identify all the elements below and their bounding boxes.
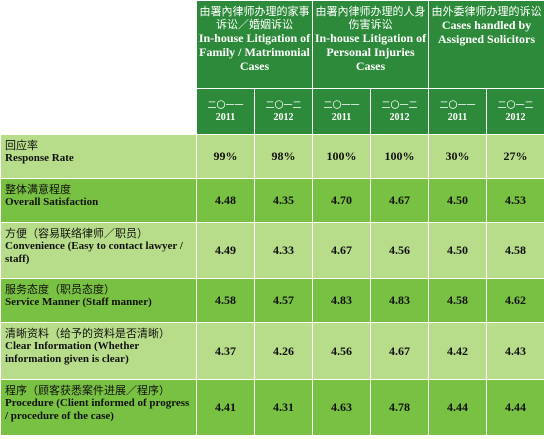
value-cell: 4.37 [196,322,255,380]
year-header: 二〇一一 2011 [196,88,255,135]
row-label: 回应率 Response Rate [0,134,197,179]
corner-cell [0,0,197,135]
row-label-zh: 清晰资料（给予的资料是否清晰） [5,327,170,340]
header-zh: 由外委律师办理的诉讼 [431,5,542,18]
table-row: 清晰资料（给予的资料是否清晰） Clear Information (Whethe… [0,322,544,380]
value-cell: 98% [254,134,313,179]
value-cell: 4.58 [428,278,488,323]
year-zh: 二〇一二 [265,100,302,111]
value-cell: 4.42 [428,322,488,380]
value-cell: 4.58 [196,278,255,323]
row-label: 清晰资料（给予的资料是否清晰） Clear Information (Whethe… [0,322,197,380]
header-assigned-solicitors: 由外委律师办理的诉讼 Cases handled by Assigned Sol… [428,0,544,89]
value-cell: 4.70 [312,178,371,223]
year-num: 2011 [447,111,468,123]
value-cell: 100% [312,134,371,179]
table-row: 整体满意程度 Overall Satisfaction 4.48 4.35 4.7… [0,178,544,223]
year-header: 二〇一一 2011 [428,88,488,135]
value-cell: 30% [428,134,488,179]
header-en: In-house Litigation of Personal Injuries… [314,31,427,73]
row-label-en: Service Manner (Staff manner) [5,296,152,308]
value-cell: 4.57 [254,278,313,323]
value-cell: 4.48 [196,178,255,223]
year-header: 二〇一一 2011 [312,88,371,135]
value-cell: 4.49 [196,222,255,279]
value-cell: 4.50 [428,178,488,223]
value-cell: 100% [369,134,430,179]
header-personal-injuries: 由署內律师办理的人身伤害诉讼 In-house Litigation of Pe… [311,0,430,89]
value-cell: 4.67 [312,222,371,279]
year-zh: 二〇一一 [439,100,476,111]
year-num: 2011 [215,111,236,123]
row-label: 整体满意程度 Overall Satisfaction [0,178,197,223]
year-zh: 二〇一一 [207,100,244,111]
category-header-row: 由署內律师办理的家事诉讼／婚姻诉讼 In-house Litigation of… [0,0,544,135]
row-label: 程序（顾客获悉案件进展／程序） Procedure (Client informe… [0,379,197,436]
year-num: 2012 [389,111,410,123]
value-cell: 4.67 [369,322,430,380]
row-label-zh: 方便（容易联络律师／职员） [5,227,148,240]
year-num: 2012 [505,111,526,123]
row-label-zh: 程序（顾客获悉案件进展／程序） [5,384,170,397]
value-cell: 4.44 [428,379,488,436]
value-cell: 4.63 [312,379,371,436]
year-header-row: 二〇一一 2011 二〇一二 2012 二〇一一 2011 二〇一二 2012 二〇一一… [1,88,544,135]
value-cell: 27% [486,134,544,179]
value-cell: 4.53 [486,178,544,223]
table-row: 服务态度（职员态度） Service Manner (Staff manner) … [0,278,544,323]
value-cell: 4.56 [312,322,371,380]
header-family-cases: 由署內律师办理的家事诉讼／婚姻诉讼 In-house Litigation of… [196,0,313,89]
year-num: 2012 [273,111,294,123]
row-label-zh: 回应率 [5,139,38,152]
row-label-en: Convenience (Easy to contact lawyer / st… [5,240,183,265]
value-cell: 4.78 [369,379,430,436]
header-en: Cases handled by Assigned Solicitors [438,18,536,46]
row-label: 服务态度（职员态度） Service Manner (Staff manner) [0,278,197,323]
value-cell: 4.58 [486,222,544,279]
value-cell: 4.26 [254,322,313,380]
year-zh: 二〇一二 [497,100,534,111]
row-label-en: Response Rate [5,152,74,164]
value-cell: 4.83 [369,278,430,323]
value-cell: 4.43 [486,322,544,380]
year-zh: 二〇一一 [323,100,360,111]
value-cell: 4.35 [254,178,313,223]
year-zh: 二〇一二 [381,100,418,111]
year-header: 二〇一二 2012 [486,88,544,135]
value-cell: 4.67 [369,178,430,223]
year-header: 二〇一二 2012 [369,88,430,135]
row-label-en: Overall Satisfaction [5,196,99,208]
row-label: 方便（容易联络律师／职员） Convenience (Easy to contac… [0,222,197,279]
value-cell: 4.33 [254,222,313,279]
header-en: In-house Litigation of Family / Matrimon… [198,31,311,73]
row-label-en: Procedure (Client informed of progress /… [5,397,190,422]
year-num: 2011 [331,111,352,123]
value-cell: 4.41 [196,379,255,436]
year-header: 二〇一二 2012 [254,88,313,135]
row-label-en: Clear Information (Whether information g… [5,340,140,365]
table-row: 回应率 Response Rate 99% 98% 100% 100% 30% 2… [0,134,544,179]
row-label-zh: 整体满意程度 [5,183,71,196]
value-cell: 4.44 [486,379,544,436]
header-zh: 由署內律师办理的家事诉讼／婚姻诉讼 [199,5,310,31]
value-cell: 4.83 [312,278,371,323]
table-row: 方便（容易联络律师／职员） Convenience (Easy to contac… [0,222,544,279]
value-cell: 99% [196,134,255,179]
value-cell: 4.31 [254,379,313,436]
value-cell: 4.62 [486,278,544,323]
table-row: 程序（顾客获悉案件进展／程序） Procedure (Client informe… [0,379,544,436]
value-cell: 4.56 [369,222,430,279]
row-label-zh: 服务态度（职员态度） [5,283,115,296]
header-zh: 由署內律师办理的人身伤害诉讼 [315,5,426,31]
value-cell: 4.50 [428,222,488,279]
